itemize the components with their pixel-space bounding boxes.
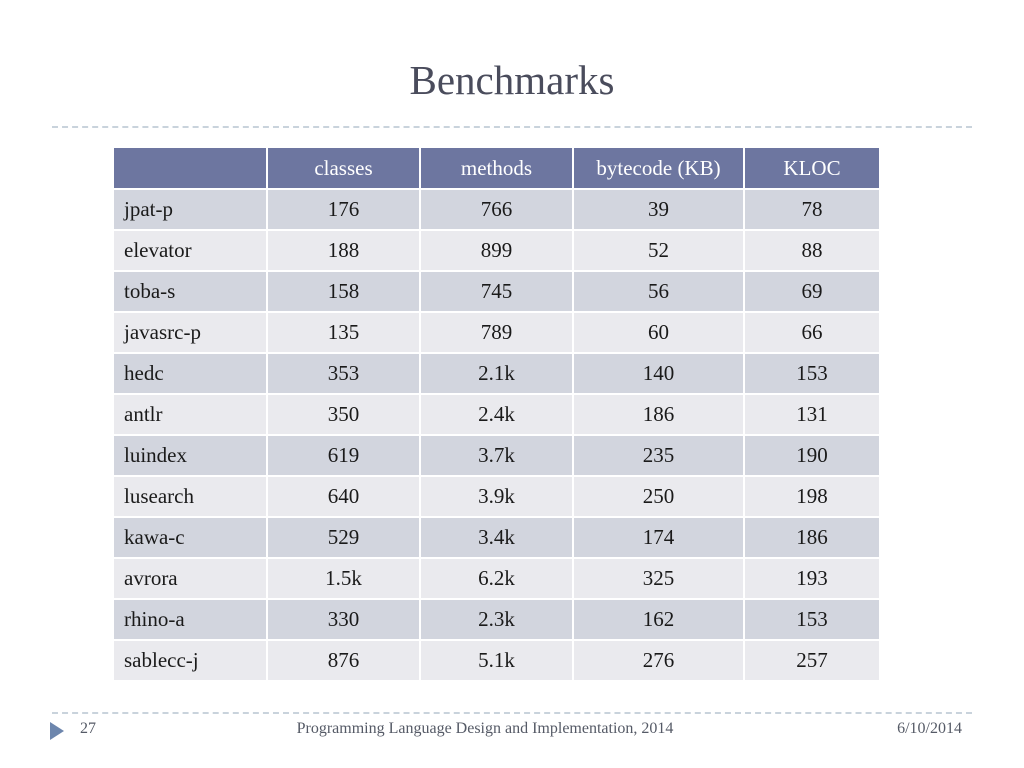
- table-row: toba-s 158 745 56 69: [114, 272, 879, 311]
- slide-title: Benchmarks: [409, 57, 615, 103]
- triangle-arrow-right-icon: [50, 722, 64, 740]
- table-row: rhino-a 330 2.3k 162 153: [114, 600, 879, 639]
- table-cell: 257: [745, 641, 879, 680]
- table-cell: 529: [268, 518, 419, 557]
- table-cell: 876: [268, 641, 419, 680]
- benchmark-name-cell: rhino-a: [114, 600, 266, 639]
- footer-divider: [52, 712, 972, 714]
- table-cell: 66: [745, 313, 879, 352]
- table-cell: 766: [421, 190, 572, 229]
- table-cell: 235: [574, 436, 743, 475]
- footer-text: Programming Language Design and Implemen…: [296, 720, 674, 737]
- benchmark-name-cell: avrora: [114, 559, 266, 598]
- benchmark-name-cell: kawa-c: [114, 518, 266, 557]
- table-cell: 186: [574, 395, 743, 434]
- table-row: jpat-p 176 766 39 78: [114, 190, 879, 229]
- table-cell: 350: [268, 395, 419, 434]
- table-row: javasrc-p 135 789 60 66: [114, 313, 879, 352]
- table-cell: 325: [574, 559, 743, 598]
- benchmark-name-cell: elevator: [114, 231, 266, 270]
- table-cell: 176: [268, 190, 419, 229]
- table-cell: 745: [421, 272, 572, 311]
- benchmarks-table: classes methods bytecode (KB) KLOC jpat-…: [112, 146, 881, 682]
- table-cell: 135: [268, 313, 419, 352]
- slide-date: 6/10/2014: [897, 720, 962, 737]
- table-row: lusearch 640 3.9k 250 198: [114, 477, 879, 516]
- benchmark-name-cell: javasrc-p: [114, 313, 266, 352]
- table-cell: 198: [745, 477, 879, 516]
- table-cell: 640: [268, 477, 419, 516]
- table-row: luindex 619 3.7k 235 190: [114, 436, 879, 475]
- table-cell: 186: [745, 518, 879, 557]
- table-cell: 250: [574, 477, 743, 516]
- benchmark-name-cell: hedc: [114, 354, 266, 393]
- table-cell: 39: [574, 190, 743, 229]
- table-cell: 2.1k: [421, 354, 572, 393]
- benchmark-name-cell: luindex: [114, 436, 266, 475]
- slide-number: 27: [80, 720, 96, 737]
- table-row: avrora 1.5k 6.2k 325 193: [114, 559, 879, 598]
- table-cell: 88: [745, 231, 879, 270]
- column-header: classes: [268, 148, 419, 188]
- benchmark-name-cell: sablecc-j: [114, 641, 266, 680]
- table-cell: 6.2k: [421, 559, 572, 598]
- table-cell: 3.4k: [421, 518, 572, 557]
- table-cell: 193: [745, 559, 879, 598]
- table-cell: 2.4k: [421, 395, 572, 434]
- table-cell: 162: [574, 600, 743, 639]
- table-cell: 2.3k: [421, 600, 572, 639]
- table-cell: 353: [268, 354, 419, 393]
- table-cell: 3.7k: [421, 436, 572, 475]
- benchmark-name-cell: lusearch: [114, 477, 266, 516]
- table-cell: 174: [574, 518, 743, 557]
- table-cell: 5.1k: [421, 641, 572, 680]
- table-cell: 140: [574, 354, 743, 393]
- benchmark-name-cell: toba-s: [114, 272, 266, 311]
- benchmark-name-cell: antlr: [114, 395, 266, 434]
- title-divider: [52, 126, 972, 128]
- table-cell: 789: [421, 313, 572, 352]
- table-cell: 131: [745, 395, 879, 434]
- table-cell: 330: [268, 600, 419, 639]
- table-cell: 899: [421, 231, 572, 270]
- table-cell: 3.9k: [421, 477, 572, 516]
- benchmark-name-cell: jpat-p: [114, 190, 266, 229]
- table-cell: 78: [745, 190, 879, 229]
- table-cell: 153: [745, 354, 879, 393]
- table-row: hedc 353 2.1k 140 153: [114, 354, 879, 393]
- table-row: sablecc-j 876 5.1k 276 257: [114, 641, 879, 680]
- table-cell: 619: [268, 436, 419, 475]
- column-header: [114, 148, 266, 188]
- table-cell: 158: [268, 272, 419, 311]
- table-cell: 56: [574, 272, 743, 311]
- table-cell: 1.5k: [268, 559, 419, 598]
- table-cell: 60: [574, 313, 743, 352]
- table-row: elevator 188 899 52 88: [114, 231, 879, 270]
- table-row: kawa-c 529 3.4k 174 186: [114, 518, 879, 557]
- table-row: antlr 350 2.4k 186 131: [114, 395, 879, 434]
- column-header: methods: [421, 148, 572, 188]
- table-cell: 69: [745, 272, 879, 311]
- column-header: bytecode (KB): [574, 148, 743, 188]
- table-cell: 190: [745, 436, 879, 475]
- table-cell: 52: [574, 231, 743, 270]
- table-header-row: classes methods bytecode (KB) KLOC: [114, 148, 879, 188]
- table-cell: 188: [268, 231, 419, 270]
- table-cell: 153: [745, 600, 879, 639]
- column-header: KLOC: [745, 148, 879, 188]
- table-cell: 276: [574, 641, 743, 680]
